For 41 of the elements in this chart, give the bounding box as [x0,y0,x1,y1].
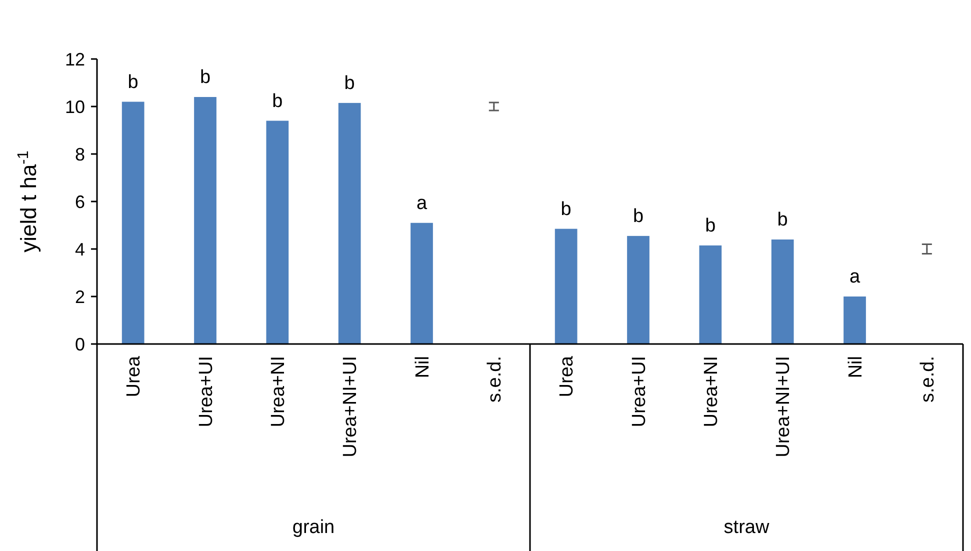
bar [338,102,361,344]
y-tick-label: 0 [74,334,85,354]
y-tick-label: 12 [64,49,85,70]
data-label: b [560,198,572,220]
data-label: a [416,192,428,214]
bar [844,296,866,344]
x-tick-label: Urea [124,356,145,398]
data-label: b [777,210,788,230]
x-tick-label: Urea+NI+UI [773,356,794,458]
data-label: b [272,90,283,112]
x-tick-label: Urea+NI [701,356,722,428]
data-label: a [849,266,860,288]
y-tick-label: 8 [74,144,85,164]
y-tick-label: 4 [74,239,85,260]
x-tick-label: Urea+NI+UI [340,356,362,458]
data-label: b [200,67,211,88]
bar [194,97,216,344]
x-tick-label: Urea+UI [628,356,650,428]
x-tick-label: s.e.d. [484,356,506,402]
bar [122,102,144,344]
y-tick-label: 6 [74,192,85,212]
bar [266,120,289,344]
data-label: b [705,215,716,236]
data-label: b [632,206,644,227]
x-tick-label: Nil [845,356,866,378]
bar [699,245,722,344]
data-label: b [344,72,355,94]
bar [771,240,794,344]
x-tick-label: Nil [412,356,434,378]
bar [410,222,433,344]
y-tick-label: 2 [74,286,85,307]
x-tick-label: Urea [556,356,578,398]
text: straw [724,517,770,538]
x-tick-label: s.e.d. [918,356,939,402]
y-tick-label: 10 [64,96,85,117]
bar [554,228,578,344]
bar [627,236,650,344]
x-tick-label: Urea+UI [196,356,217,428]
text: grain [292,517,335,538]
x-tick-label: Urea+NI [268,356,290,428]
data-label: b [128,72,138,93]
